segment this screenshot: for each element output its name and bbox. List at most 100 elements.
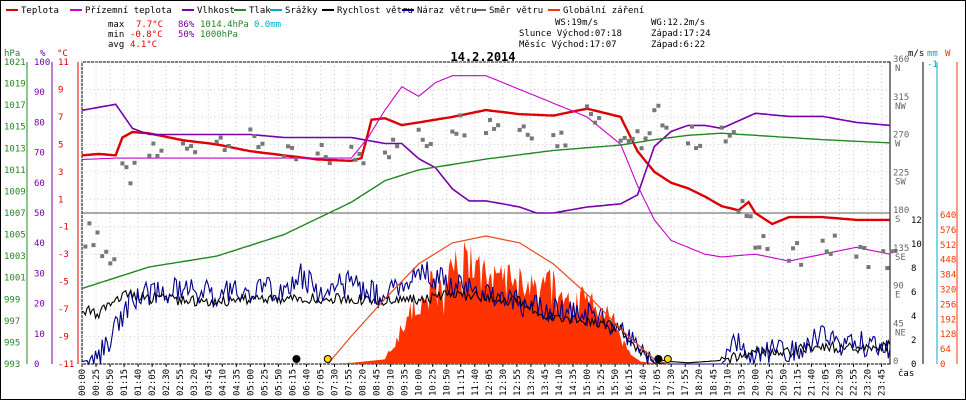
wind-direction-point (866, 265, 871, 270)
wind-direction-point (95, 230, 100, 235)
wind-direction-point (155, 153, 160, 158)
stat-max-hum: 86% (178, 20, 195, 30)
wind-direction-point (315, 151, 320, 156)
x-tick-label: 09:10 (387, 369, 397, 396)
y-temp-tick: -11 (58, 360, 74, 370)
x-tick-label: 05:00 (246, 369, 256, 396)
wind-direction-point (881, 249, 886, 254)
x-tick-label: 00:25 (92, 369, 102, 396)
wind-direction-point (248, 127, 253, 132)
wind-direction-point (656, 103, 661, 108)
x-tick-label: 00:00 (78, 369, 88, 396)
y-hpa-tick: 1011 (4, 166, 26, 176)
wind-direction-point (428, 141, 433, 146)
stat-min-hum: 50% (178, 30, 195, 40)
stat-avg-label: avg (108, 40, 124, 50)
legend-label: Přízemní teplota (85, 6, 172, 16)
stat-min-label: min (108, 30, 124, 40)
x-tick-label: 03:20 (190, 369, 200, 396)
wind-direction-point (589, 112, 594, 117)
y-hpa-tick: 999 (4, 295, 20, 305)
y-temp-tick: 3 (58, 168, 63, 178)
wind-direction-point (563, 143, 568, 148)
stat-max-rain: 0.0mm (254, 20, 281, 30)
chart-title: 14.2.2014 (450, 50, 515, 64)
y-w-tick: 320 (940, 286, 956, 296)
wind-direction-point (256, 145, 261, 150)
x-tick-label: 09:35 (401, 369, 411, 396)
wind-direction-point (832, 233, 837, 238)
wind-direction-point (124, 165, 129, 170)
wind-direction-point (643, 136, 648, 141)
x-tick-label: 02:30 (162, 369, 172, 396)
y-temp-tick: -3 (58, 250, 69, 260)
wind-direction-point (660, 123, 665, 128)
wind-direction-point (100, 254, 105, 259)
y-hpa-tick: 1005 (4, 231, 26, 241)
legend-label: Globální záření (563, 6, 644, 16)
y-dir-tick: 135 (893, 244, 909, 254)
x-tick-label: 20:25 (765, 369, 775, 396)
wind-direction-point (736, 209, 741, 214)
wind-direction-point (698, 143, 703, 148)
wind-direction-point (824, 249, 829, 254)
y-w-tick: 256 (940, 300, 956, 310)
wind-direction-point (361, 161, 366, 166)
wind-direction-point (424, 144, 429, 149)
wind-direction-point (458, 113, 463, 118)
y-pct-tick: 90 (34, 88, 45, 98)
y-dir-label: N (895, 64, 900, 74)
x-tick-label: 20:50 (779, 369, 789, 396)
wind-direction-point (319, 143, 324, 148)
wind-direction-point (492, 126, 497, 131)
wind-direction-point (462, 133, 467, 138)
x-tick-label: 07:30 (331, 369, 341, 396)
wind-direction-point (799, 262, 804, 267)
x-tick-label: 21:15 (793, 369, 803, 396)
x-tick-label: 17:05 (653, 369, 663, 396)
x-tick-label: 01:15 (120, 369, 130, 396)
wind-direction-point (420, 137, 425, 142)
wind-direction-point (282, 154, 286, 159)
wind-direction-point (787, 258, 791, 263)
moon-marker (654, 355, 663, 363)
wind-direction-point (159, 148, 164, 153)
y-pct-tick: 40 (34, 239, 45, 249)
wind-direction-point (147, 153, 152, 158)
wind-direction-point (652, 108, 657, 113)
x-tick-label: 04:35 (232, 369, 242, 396)
stat-moon-set: Západ:6:22 (651, 40, 705, 50)
x-tick-label: 18:20 (695, 369, 705, 396)
wind-direction-point (862, 246, 867, 251)
y-pct-tick: 20 (34, 300, 45, 310)
wind-direction-point (748, 214, 753, 219)
wind-direction-point (854, 254, 859, 259)
wind-direction-point (727, 133, 732, 138)
x-tick-label: 06:15 (288, 369, 298, 396)
wind-direction-point (391, 137, 396, 142)
unit-pct: % (40, 49, 46, 59)
wind-direction-point (91, 243, 96, 248)
wind-direction-point (618, 138, 623, 143)
y-w-tick: 448 (940, 256, 956, 266)
x-tick-label: 19:10 (723, 369, 733, 396)
x-tick-label: 02:05 (148, 369, 158, 396)
x-tick-label: 11:15 (457, 369, 467, 396)
wind-direction-point (294, 157, 299, 162)
series-vlhkost (81, 103, 891, 214)
series-rychlost-v-tru (81, 288, 891, 365)
series-tlak (81, 132, 891, 290)
x-tick-label: 00:50 (106, 369, 116, 396)
y-ms-tick: 12 (911, 216, 922, 226)
y-dir-tick: 225 (893, 168, 909, 178)
moon-marker (292, 355, 301, 363)
y-pct-tick: 100 (34, 58, 50, 68)
y-w-tick: 512 (940, 241, 956, 251)
y-ms-tick: 10 (911, 240, 922, 250)
y-w-tick: 576 (940, 226, 956, 236)
x-tick-label: 02:55 (176, 369, 186, 396)
wind-direction-point (597, 115, 602, 120)
stat-moon: Měsíc Východ:17:07 (519, 40, 617, 50)
x-tick-label: 03:45 (204, 369, 214, 396)
x-tick-label: 12:30 (499, 369, 509, 396)
